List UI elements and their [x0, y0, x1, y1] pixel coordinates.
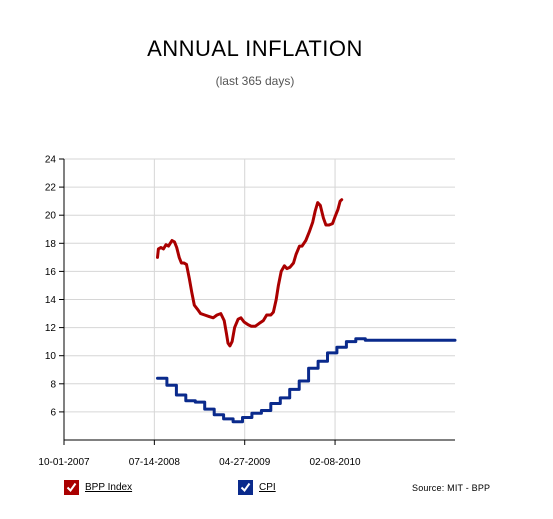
checkbox-checked-icon[interactable] — [238, 480, 253, 495]
y-tick-label: 24 — [45, 155, 57, 166]
y-tick-label: 20 — [45, 211, 57, 222]
y-tick-label: 12 — [45, 323, 57, 334]
y-tick-label: 18 — [45, 239, 57, 250]
chart-subtitle: (last 365 days) — [215, 74, 295, 88]
legend-label-cpi[interactable]: CPI — [259, 482, 276, 493]
x-tick-label: 10-01-2007 — [38, 457, 90, 468]
y-tick-label: 22 — [45, 183, 57, 194]
y-tick-label: 14 — [45, 295, 57, 306]
legend-item-cpi[interactable]: CPI — [238, 480, 276, 495]
source-note: Source: MIT - BPP — [412, 483, 491, 493]
chart-title: ANNUAL INFLATION — [147, 36, 363, 61]
legend-item-bpp-index[interactable]: BPP Index — [64, 480, 132, 495]
y-tick-label: 10 — [45, 351, 57, 362]
x-tick-label: 04-27-2009 — [219, 457, 271, 468]
y-tick-label: 16 — [45, 267, 57, 278]
legend-label-bpp-index[interactable]: BPP Index — [85, 482, 133, 493]
series-line-bpp-index — [156, 198, 344, 348]
checkbox-checked-icon[interactable] — [64, 480, 79, 495]
y-tick-label: 8 — [50, 379, 56, 390]
x-tick-label: 02-08-2010 — [309, 457, 361, 468]
y-tick-label: 6 — [50, 407, 56, 418]
x-tick-label: 07-14-2008 — [129, 457, 181, 468]
series-line-cpi — [156, 337, 457, 424]
